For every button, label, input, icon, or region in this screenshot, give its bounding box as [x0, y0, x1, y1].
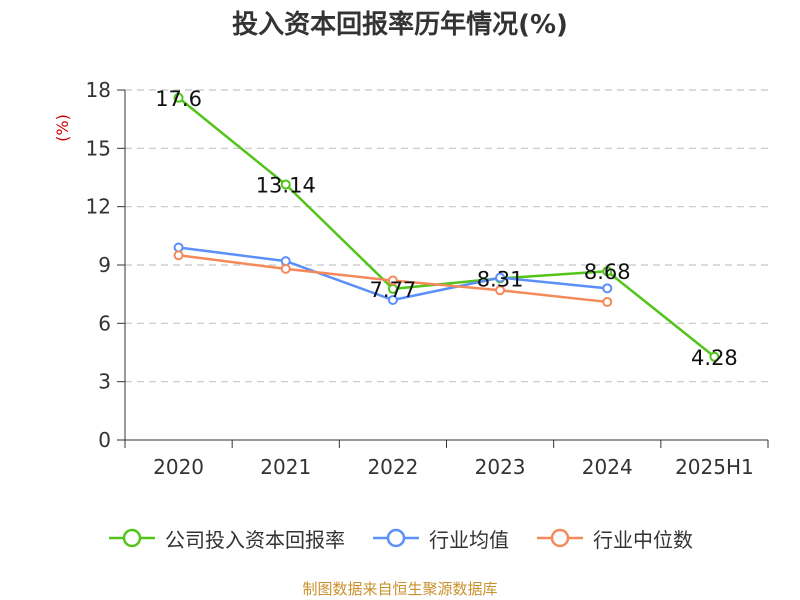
x-tick-label: 2023: [475, 455, 526, 479]
legend-item-industry-median[interactable]: 行业中位数: [535, 524, 693, 553]
legend-label-industry-mean: 行业均值: [429, 527, 509, 552]
data-label: 8.68: [584, 260, 631, 284]
y-tick-label: 9: [98, 253, 111, 277]
legend-label-company: 公司投入资本回报率: [165, 527, 345, 552]
data-point-2: [173, 250, 184, 261]
data-point-0: [709, 351, 720, 362]
data-point-1: [602, 283, 613, 294]
data-point-2: [602, 296, 613, 307]
y-tick-label: 3: [98, 370, 111, 394]
y-tick-label: 0: [98, 428, 111, 452]
data-point-0: [602, 266, 613, 277]
series-line-0: [177, 96, 716, 358]
legend-swatch-company: [109, 528, 155, 548]
legend-item-industry-mean[interactable]: 行业均值: [371, 524, 509, 553]
data-label: 17.6: [155, 87, 202, 111]
data-label: 4.28: [691, 346, 738, 370]
data-point-1: [495, 272, 506, 283]
legend-swatch-industry-mean: [373, 528, 419, 548]
x-tick-label: 2025H1: [675, 455, 754, 479]
legend-item-company[interactable]: 公司投入资本回报率: [107, 524, 345, 553]
data-point-0: [280, 179, 291, 190]
chart-title: 投入资本回报率历年情况(%): [232, 10, 568, 40]
data-label: 8.31: [477, 267, 524, 291]
data-point-2: [280, 263, 291, 274]
chart-legend: 公司投入资本回报率 行业均值 行业中位数: [0, 520, 800, 556]
x-tick-label: 2021: [260, 455, 311, 479]
data-point-2: [387, 275, 398, 286]
data-label: 13.14: [256, 174, 316, 198]
y-tick-label: 12: [86, 195, 111, 219]
x-tick-label: 2022: [367, 455, 418, 479]
line-chart: 0 3 6 9 12 15 18 (%) 2020 2021 2022 2023 2024 2025H1 1…: [53, 78, 769, 479]
data-label: 7.77: [370, 278, 417, 302]
legend-swatch-industry-median: [537, 528, 583, 548]
y-tick-label: 6: [98, 311, 111, 335]
x-tick-label: 2024: [582, 455, 633, 479]
y-tick-label: 18: [86, 78, 111, 102]
legend-label-industry-median: 行业中位数: [593, 527, 693, 552]
data-point-0: [173, 92, 184, 103]
data-point-1: [387, 295, 398, 305]
y-axis-label: (%): [53, 114, 72, 142]
data-point-2: [495, 285, 506, 296]
y-tick-label: 15: [86, 136, 111, 160]
x-tick-label: 2020: [153, 455, 204, 479]
data-source-note: 制图数据来自恒生聚源数据库: [302, 580, 498, 598]
